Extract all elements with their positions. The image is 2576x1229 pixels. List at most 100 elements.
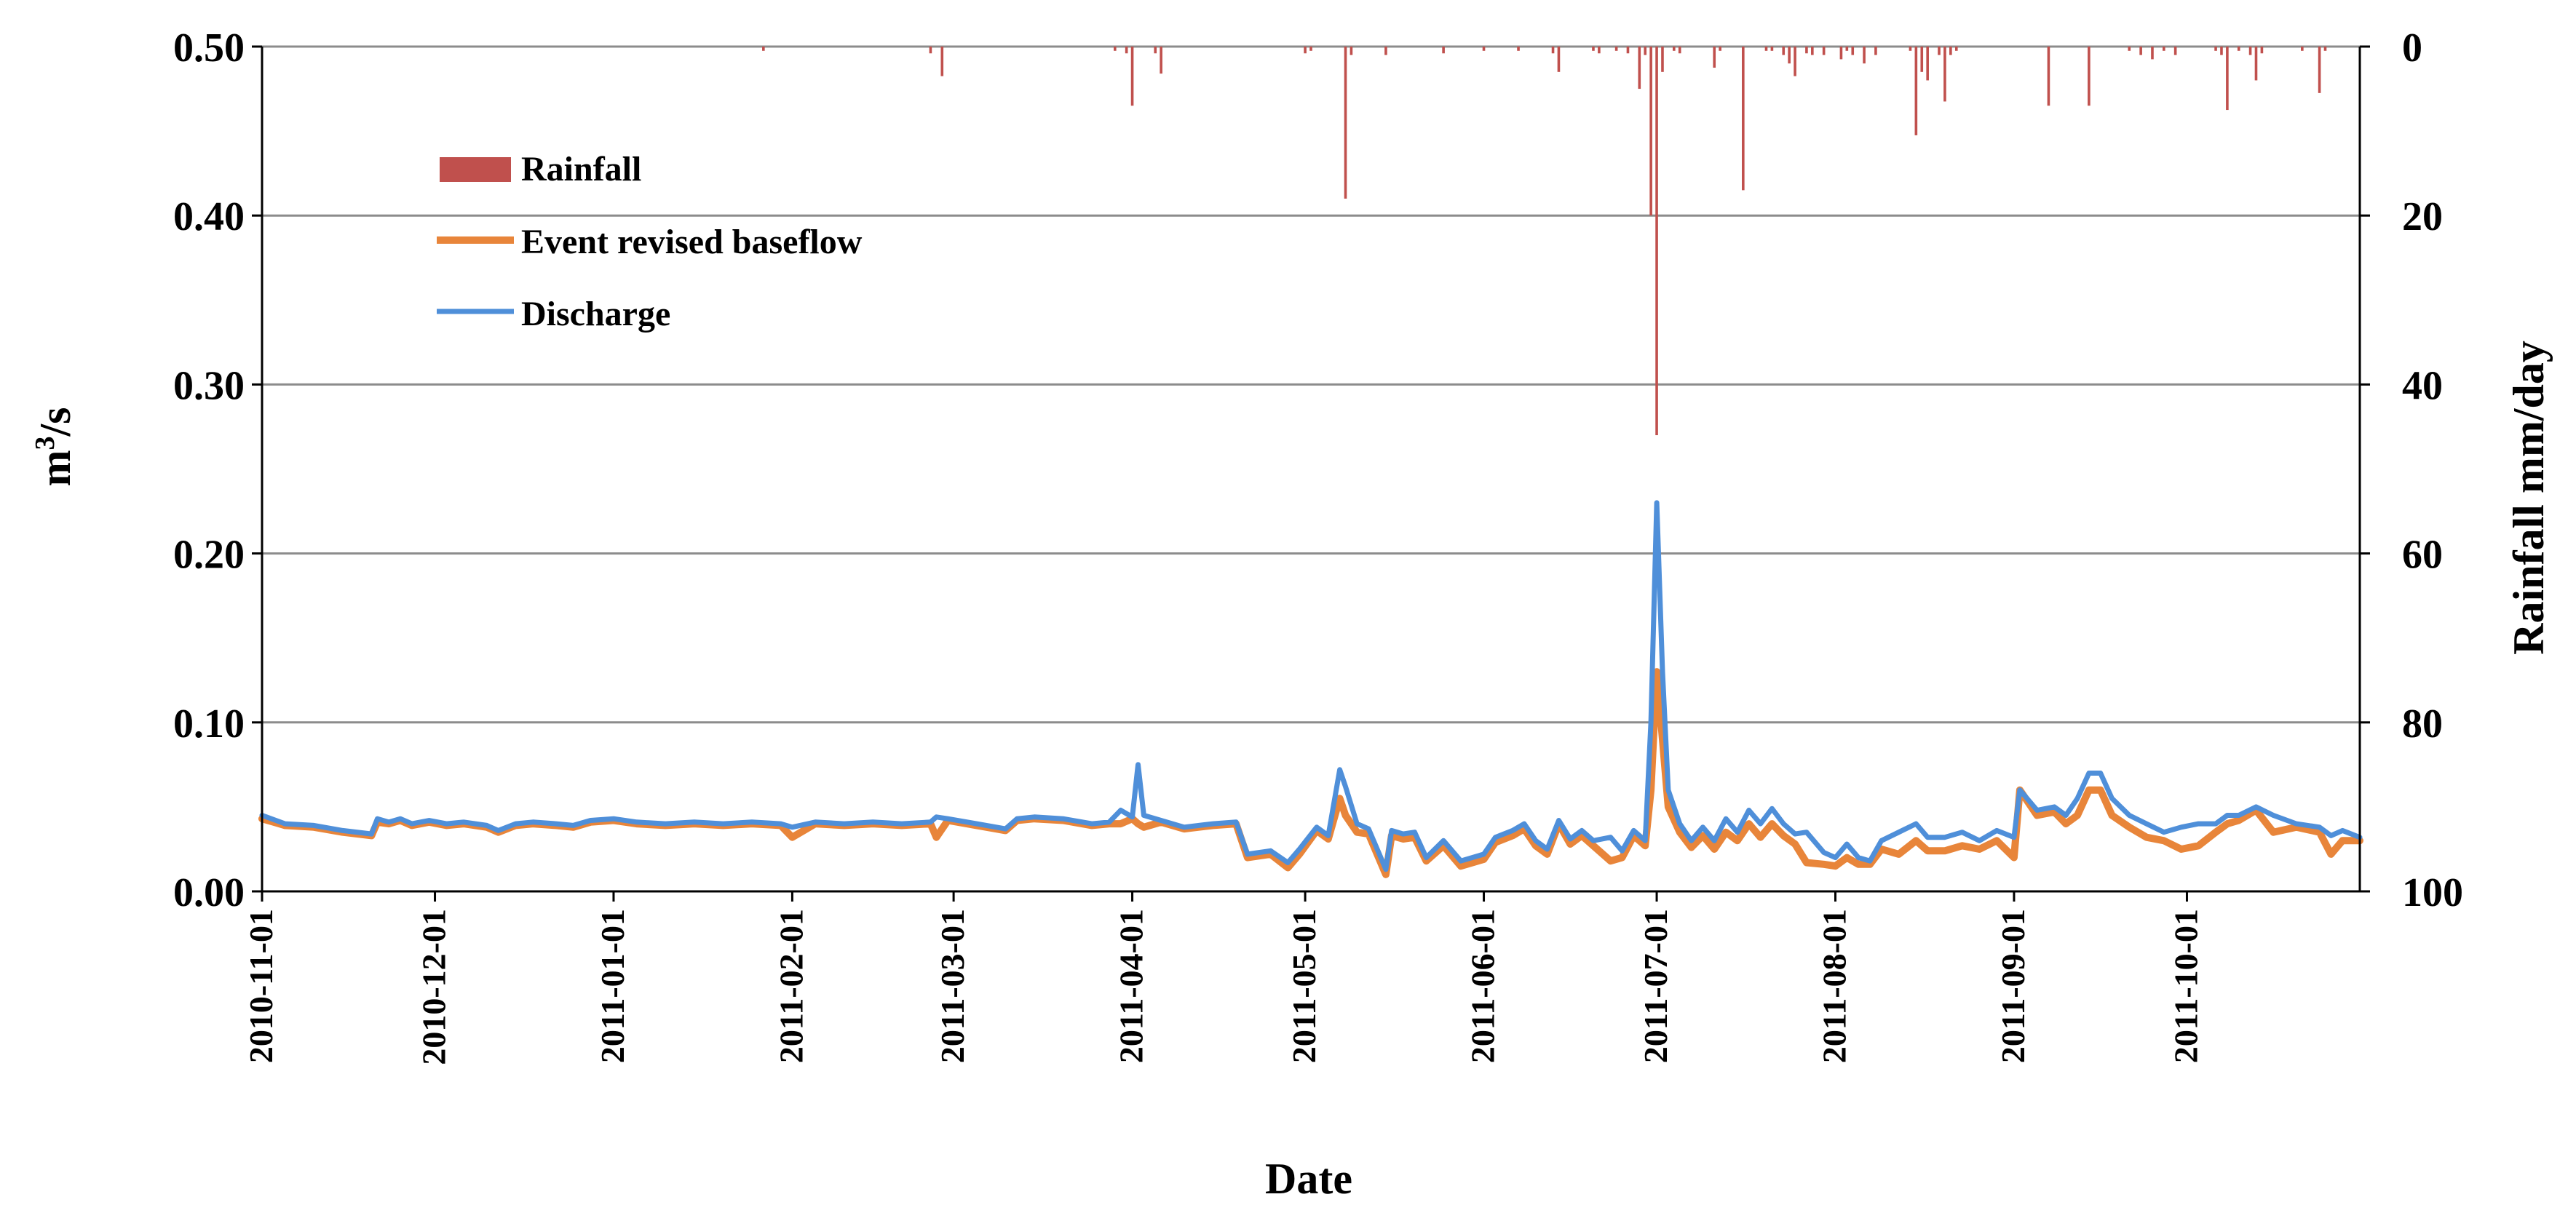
rainfall-bar bbox=[1822, 47, 1826, 55]
legend-rainfall-swatch bbox=[440, 157, 511, 182]
y-tick-label: 0.20 bbox=[173, 533, 245, 578]
y2-tick-label: 20 bbox=[2402, 194, 2443, 239]
legend-baseflow-label: Event revised baseflow bbox=[521, 223, 863, 261]
y-tick-label: 0.40 bbox=[173, 194, 245, 239]
x-tick-label: 2011-04-01 bbox=[1113, 909, 1150, 1063]
x-tick-label: 2011-10-01 bbox=[2167, 909, 2204, 1063]
rainfall-bar bbox=[2220, 47, 2223, 55]
x-tick-label: 2010-11-01 bbox=[242, 909, 280, 1063]
rainfall-bar bbox=[1655, 47, 1658, 436]
rainfall-bar bbox=[2151, 47, 2154, 60]
y2-tick-label: 0 bbox=[2402, 25, 2422, 71]
x-tick-label: 2011-01-01 bbox=[594, 909, 631, 1063]
rainfall-bar bbox=[1914, 47, 1918, 135]
rainfall-bar bbox=[1638, 47, 1641, 90]
rainfall-bar bbox=[1949, 47, 1952, 55]
rainfall-bar bbox=[1920, 47, 1924, 72]
rainfall-bar bbox=[1788, 47, 1791, 64]
rainfall-bar bbox=[2226, 47, 2229, 111]
rainfall-bar bbox=[2088, 47, 2090, 106]
rainfall-bar bbox=[1344, 47, 1347, 199]
x-tick-label: 2011-08-01 bbox=[1816, 909, 1853, 1063]
axes bbox=[252, 45, 2370, 902]
rainfall-bar bbox=[1926, 47, 1929, 81]
rainfall-bar bbox=[940, 47, 944, 76]
rainfall-bar bbox=[1644, 47, 1647, 55]
legend: Rainfall Event revised baseflow Discharg… bbox=[437, 150, 863, 333]
rainfall-bar bbox=[1598, 47, 1601, 54]
line-series bbox=[258, 500, 2363, 878]
rainfall-bar bbox=[1125, 47, 1128, 54]
y2-tick-label: 80 bbox=[2402, 701, 2443, 747]
rainfall-bar bbox=[1384, 47, 1387, 55]
grid-layer bbox=[262, 45, 2360, 724]
rainfall-bar bbox=[1442, 47, 1445, 54]
x-tick-label: 2011-07-01 bbox=[1637, 909, 1674, 1063]
rainfall-bar bbox=[2139, 47, 2142, 55]
rainfall-bar bbox=[929, 47, 932, 54]
rainfall-bar bbox=[1304, 47, 1307, 54]
x-tick-label: 2011-02-01 bbox=[772, 909, 809, 1063]
x-tick-label: 2011-06-01 bbox=[1465, 909, 1502, 1063]
rainfall-bar bbox=[2254, 47, 2258, 81]
rainfall-bar bbox=[1805, 47, 1808, 54]
rainfall-bar bbox=[2128, 47, 2131, 51]
discharge-line bbox=[259, 500, 2363, 872]
y2-tick-label: 40 bbox=[2402, 363, 2443, 408]
rainfall-bars bbox=[762, 47, 2327, 436]
rainfall-bar bbox=[1943, 47, 1946, 102]
rainfall-bar bbox=[2237, 47, 2240, 51]
rainfall-bar bbox=[1309, 47, 1312, 51]
rainfall-bar bbox=[1154, 47, 1157, 54]
rainfall-bar bbox=[1517, 47, 1520, 51]
rainfall-bar bbox=[2163, 47, 2165, 51]
rainfall-bar bbox=[1845, 47, 1849, 51]
y-tick-label: 0.30 bbox=[173, 363, 245, 408]
rainfall-bar bbox=[1909, 47, 1912, 51]
rainfall-bar bbox=[1713, 47, 1716, 68]
y2-tick-label: 60 bbox=[2402, 533, 2443, 578]
rainfall-bar bbox=[1592, 47, 1595, 51]
rainfall-bar bbox=[1742, 47, 1745, 191]
rainfall-bar bbox=[2301, 47, 2304, 51]
rainfall-bar bbox=[1719, 47, 1721, 51]
rainfall-bar bbox=[2047, 47, 2050, 106]
rainfall-bar bbox=[1938, 47, 1941, 55]
rainfall-bar bbox=[1811, 47, 1814, 55]
rainfall-bar bbox=[2248, 47, 2252, 55]
x-tick-label: 2010-12-01 bbox=[416, 909, 453, 1065]
rainfall-bar bbox=[1673, 47, 1676, 51]
rainfall-bar bbox=[1649, 47, 1652, 216]
rainfall-bar bbox=[2318, 47, 2321, 93]
rainfall-bar bbox=[1851, 47, 1855, 55]
rainfall-bar bbox=[1764, 47, 1768, 51]
x-tick-label: 2011-03-01 bbox=[934, 909, 971, 1063]
rainfall-bar bbox=[2214, 47, 2217, 51]
axis-labels: 0.00 0.10 0.20 0.30 0.40 0.50 100 80 60 40 20 0 2010… bbox=[173, 25, 2463, 1065]
y2-axis-title: Rainfall mm/day bbox=[2505, 341, 2553, 655]
rainfall-bar bbox=[1350, 47, 1353, 55]
rainfall-bar bbox=[1794, 47, 1796, 76]
x-tick-label: 2011-05-01 bbox=[1285, 909, 1323, 1063]
rainfall-bar bbox=[1130, 47, 1134, 106]
rainfall-bar bbox=[1770, 47, 1774, 51]
rainfall-bar bbox=[1614, 47, 1618, 51]
rainfall-bar bbox=[1954, 47, 1958, 51]
rainfall-bar bbox=[1551, 47, 1555, 54]
x-axis-title: Date bbox=[1265, 1155, 1352, 1203]
rainfall-bar bbox=[1557, 47, 1561, 72]
rainfall-bar bbox=[1114, 47, 1117, 51]
rainfall-bar bbox=[1626, 47, 1630, 54]
rainfall-bar bbox=[1782, 47, 1786, 55]
rainfall-bar bbox=[1839, 47, 1843, 60]
rainfall-bar bbox=[1160, 47, 1162, 74]
x-tick-label: 2011-09-01 bbox=[1994, 909, 2032, 1063]
y-tick-label: 0.00 bbox=[173, 870, 245, 915]
rainfall-bar bbox=[2260, 47, 2264, 54]
rainfall-bar bbox=[1482, 47, 1486, 51]
rainfall-bar bbox=[1863, 47, 1866, 64]
legend-rainfall-label: Rainfall bbox=[521, 150, 641, 188]
y-axis-title: m3/s bbox=[30, 407, 79, 486]
